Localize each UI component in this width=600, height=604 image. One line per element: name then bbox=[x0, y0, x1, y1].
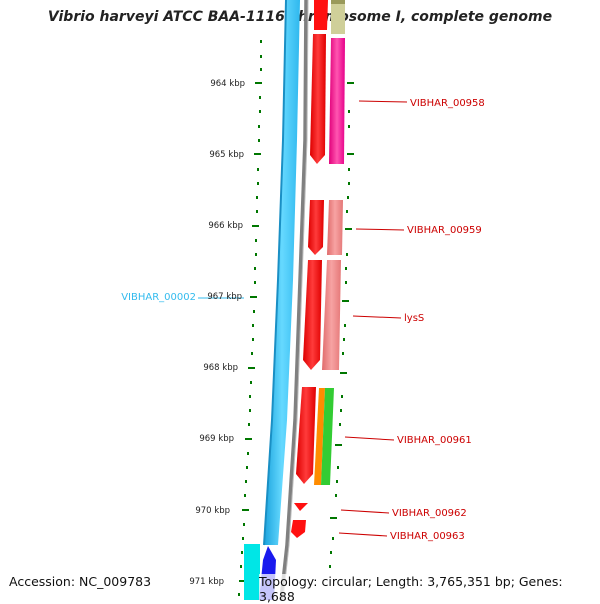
feature-label-vibhar-00002: VIBHAR_00002 bbox=[121, 292, 196, 303]
cds-vibhar-00959 bbox=[308, 200, 324, 255]
ruler-major-ticks bbox=[239, 82, 262, 582]
cds-top-partial bbox=[314, 0, 328, 30]
cog-vibhar-00958 bbox=[329, 38, 345, 164]
tick-label-971: 971 kbp bbox=[189, 577, 224, 587]
feature-label-vibhar-00962: VIBHAR_00962 bbox=[392, 508, 467, 519]
footer-accession: Accession: NC_009783 bbox=[9, 574, 152, 589]
reverse-strand-edge bbox=[263, 0, 287, 546]
callout-lines bbox=[338, 100, 408, 537]
cds-vibhar-00961 bbox=[296, 387, 316, 484]
tick-label-968: 968 kbp bbox=[203, 363, 238, 373]
tick-label-965: 965 kbp bbox=[209, 150, 244, 160]
ruler-right-dots bbox=[329, 82, 354, 568]
cog-vibhar-00961-green bbox=[321, 388, 334, 485]
feature-label-lysS: lysS bbox=[404, 313, 424, 324]
ruler-left-dots bbox=[238, 40, 262, 596]
map-title: Vibrio harveyi ATCC BAA-1116 chromosome … bbox=[47, 9, 553, 25]
tick-label-966: 966 kbp bbox=[208, 221, 243, 231]
feature-label-vibhar-00961: VIBHAR_00961 bbox=[397, 435, 472, 446]
cog-lysS bbox=[322, 260, 341, 370]
reverse-strand-feature-cyan-lower bbox=[244, 544, 260, 600]
tick-labels: 964 kbp 965 kbp 966 kbp 967 kbp 968 kbp … bbox=[189, 79, 245, 587]
cog-vibhar-00959 bbox=[327, 200, 343, 255]
tick-label-969: 969 kbp bbox=[199, 434, 234, 444]
feature-label-vibhar-00963: VIBHAR_00963 bbox=[390, 531, 465, 542]
feature-labels: VIBHAR_00958 VIBHAR_00959 lysS VIBHAR_00… bbox=[121, 98, 485, 542]
cds-vibhar-00962 bbox=[294, 503, 308, 511]
cog-top-olive bbox=[331, 0, 345, 34]
feature-label-vibhar-00958: VIBHAR_00958 bbox=[410, 98, 485, 109]
tick-label-964: 964 kbp bbox=[210, 79, 245, 89]
cds-vibhar-00958 bbox=[310, 34, 326, 164]
backbone-ring bbox=[279, 0, 308, 600]
tick-label-970: 970 kbp bbox=[195, 506, 230, 516]
feature-label-vibhar-00959: VIBHAR_00959 bbox=[407, 225, 482, 236]
tick-label-967: 967 kbp bbox=[207, 292, 242, 302]
cog-vibhar-00961-orange bbox=[314, 388, 325, 485]
cds-vibhar-00963 bbox=[291, 520, 306, 538]
cds-lysS bbox=[303, 260, 322, 370]
